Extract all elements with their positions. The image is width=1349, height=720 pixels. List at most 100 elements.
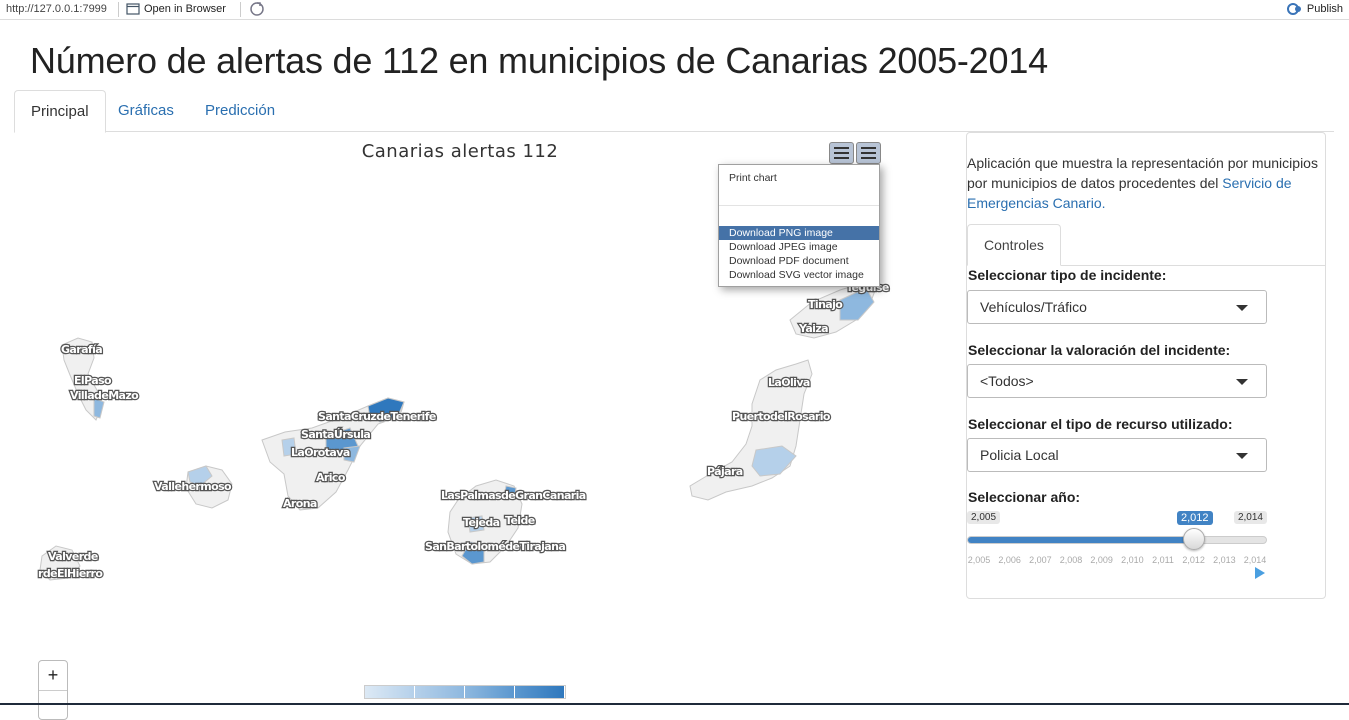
open-in-browser-button[interactable]: Open in Browser: [126, 3, 226, 15]
description-text: Aplicación que muestra la representación…: [967, 155, 1318, 191]
map-label-la-oliva: LaOliva: [768, 376, 810, 389]
chevron-down-icon: [1236, 453, 1248, 459]
sec-link[interactable]: Servicio de Emergencias Canario.: [967, 175, 1292, 211]
slider-fill: [968, 537, 1195, 543]
slider-tick-label: 2,014: [1243, 555, 1267, 565]
slider-tick-label: 2,010: [1121, 555, 1144, 565]
map-island-gran-canaria: [447, 479, 523, 565]
zoom-in-button[interactable]: +: [39, 661, 67, 691]
map-municipality: [93, 397, 105, 419]
slider-tick-label: 2,007: [1029, 555, 1052, 565]
slider-tick-label: 2,008: [1059, 555, 1083, 565]
incident-rating-label: Seleccionar la valoración del incidente:: [968, 342, 1231, 358]
slider-tick-label: 2,013: [1213, 555, 1236, 565]
slider-handle[interactable]: [1183, 528, 1205, 550]
map-label-vallehermoso: Vallehermoso: [154, 480, 232, 493]
slider-tick-label: 2,009: [1090, 555, 1113, 565]
toolbar-divider: [240, 2, 241, 17]
map-municipality: [343, 445, 361, 463]
toolbar-divider: [118, 2, 119, 17]
map-label-garafia: Garafía: [61, 343, 102, 356]
map-label-telde: Telde: [505, 514, 535, 527]
menu-item-print-chart[interactable]: Print chart: [729, 172, 777, 184]
tab-principal[interactable]: Principal: [14, 90, 106, 133]
chevron-down-icon: [1236, 305, 1248, 311]
slider-tick-label: 2,006: [998, 555, 1021, 565]
open-in-browser-label: Open in Browser: [144, 3, 226, 15]
publish-label: Publish: [1306, 3, 1343, 15]
page-title: Número de alertas de 112 en municipios d…: [30, 40, 1048, 81]
legend-swatch: [465, 686, 515, 698]
map-label-la-orotava: LaOrotava: [291, 446, 350, 459]
slider-max-label: 2,014: [1233, 511, 1267, 524]
legend-swatch: [365, 686, 415, 698]
chevron-down-icon: [1236, 379, 1248, 385]
year-slider[interactable]: 2,005 2,014 2,012 2,005 2,006 2,007 2,008 2,…: [967, 511, 1267, 581]
map-label-pajara: Pájara: [707, 465, 743, 478]
slider-tick-label: 2,011: [1152, 555, 1174, 565]
refresh-icon[interactable]: [249, 1, 265, 17]
tab-prediccion[interactable]: Predicción: [205, 102, 276, 119]
slider-current-label: 2,012: [1177, 511, 1213, 525]
map-label-villa-de-mazo: VilladeMazo: [70, 389, 139, 402]
map-municipality: [503, 485, 517, 501]
incident-type-select[interactable]: Vehículos/Tráfico: [967, 290, 1267, 324]
map-island-el-hierro: [39, 545, 81, 581]
tab-controles[interactable]: Controles: [967, 224, 1061, 266]
tab-graficas[interactable]: Gráficas: [118, 102, 174, 119]
color-legend: [364, 685, 566, 699]
map-label-yaiza: Yaiza: [798, 322, 828, 335]
url-text: http://127.0.0.1:7999: [6, 3, 107, 15]
viewer-toolbar: http://127.0.0.1:7999 Open in Browser Pu…: [0, 0, 1349, 20]
chart-menu-button[interactable]: [829, 142, 854, 164]
resource-type-value: Policia Local: [980, 447, 1059, 463]
menu-separator: [719, 205, 879, 206]
map-label-el-hierro: rdeElHierro: [38, 567, 103, 580]
chart-menu-button[interactable]: [856, 142, 881, 164]
publish-icon: [1286, 3, 1301, 15]
map-zoom-control: +: [38, 660, 68, 720]
map-municipality: [281, 437, 297, 457]
map-municipality: [467, 515, 485, 533]
menu-item-download-svg[interactable]: Download SVG vector image: [729, 269, 864, 281]
window-icon: [126, 3, 140, 15]
app-description: Aplicación que muestra la representación…: [967, 153, 1325, 213]
sidebar-panel: Aplicación que muestra la representación…: [966, 132, 1326, 599]
map-municipality: [187, 465, 213, 487]
play-icon[interactable]: [1255, 567, 1265, 579]
resource-type-select[interactable]: Policia Local: [967, 438, 1267, 472]
menu-item-download-png[interactable]: Download PNG image: [719, 226, 879, 240]
incident-type-value: Vehículos/Tráfico: [980, 299, 1087, 315]
slider-tick-label: 2,005: [967, 555, 991, 565]
map-label-tejeda: Tejeda: [463, 516, 500, 529]
map-municipality: [367, 397, 405, 423]
map-label-santa-cruz-de-tenerife: SantaCruzdeTenerife: [318, 410, 436, 423]
publish-button[interactable]: Publish: [1286, 3, 1343, 15]
slider-min-label: 2,005: [967, 511, 1001, 524]
incident-rating-value: <Todos>: [980, 373, 1034, 389]
map-label-arico: Arico: [316, 471, 346, 484]
main-tabs: Principal Gráficas Predicción: [14, 90, 1334, 133]
menu-item-download-pdf[interactable]: Download PDF document: [729, 255, 849, 267]
map-label-san-bartolome: SanBartolomédeTirajana: [425, 540, 565, 553]
slider-track[interactable]: [967, 536, 1267, 544]
map-label-arona: Arona: [283, 497, 317, 510]
canarias-map[interactable]: Garafía ElPaso VilladeMazo Vallehermoso …: [0, 170, 940, 600]
map-label-tinajo: Tinajo: [808, 298, 843, 311]
year-label: Seleccionar año:: [968, 489, 1081, 505]
map-label-el-paso: ElPaso: [74, 374, 112, 387]
map-island-tenerife: [261, 397, 405, 511]
incident-rating-select[interactable]: <Todos>: [967, 364, 1267, 398]
menu-item-download-jpeg[interactable]: Download JPEG image: [729, 241, 838, 253]
sidebar-tabs: Controles: [967, 224, 1325, 266]
map-label-puerto-del-rosario: PuertodelRosario: [732, 410, 831, 423]
chart-export-menu: Print chart Download PNG image Download …: [718, 164, 880, 287]
map-municipality: [839, 287, 875, 321]
map-label-valverde: Valverde: [48, 550, 98, 563]
legend-swatch: [415, 686, 465, 698]
slider-ticks: 2,005 2,006 2,007 2,008 2,009 2,010 2,011 2,012…: [967, 555, 1267, 575]
map-municipality: [751, 445, 797, 477]
slider-tick-label: 2,012: [1182, 555, 1205, 565]
map-label-las-palmas: LasPalmasdeGranCanaria: [441, 489, 586, 502]
map-municipality: [461, 541, 485, 565]
